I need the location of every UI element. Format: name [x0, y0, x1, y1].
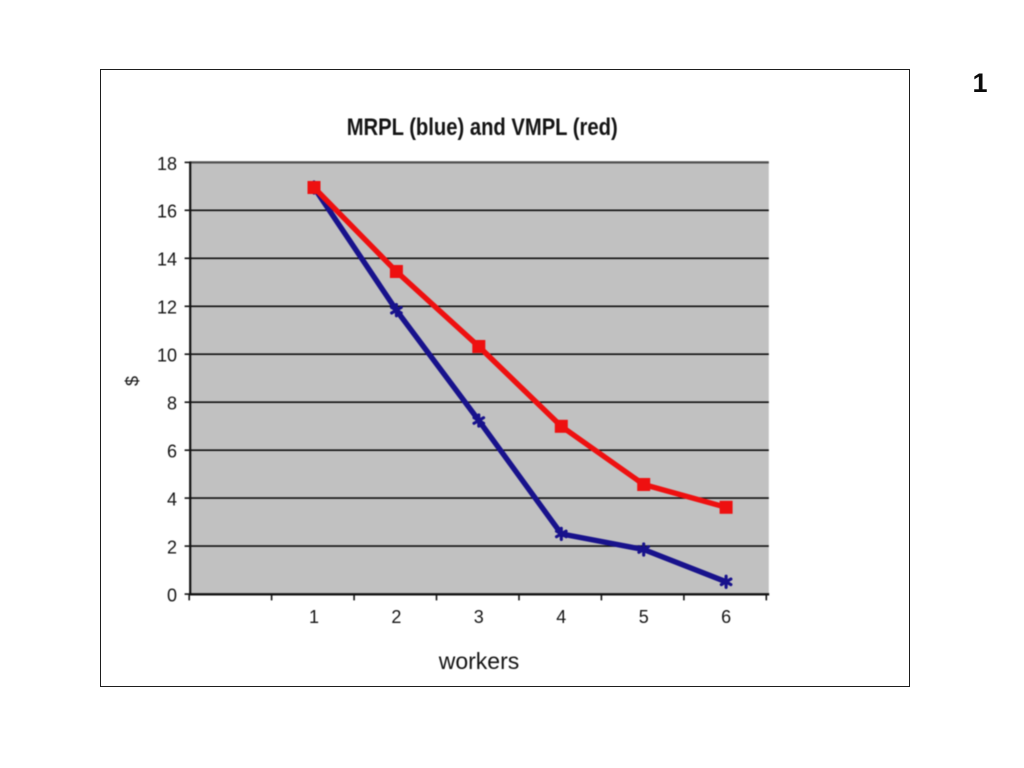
svg-text:14: 14 [157, 250, 177, 270]
svg-text:10: 10 [157, 346, 177, 366]
svg-text:18: 18 [157, 154, 177, 174]
svg-text:2: 2 [391, 607, 401, 627]
svg-text:0: 0 [167, 586, 177, 606]
svg-text:8: 8 [167, 394, 177, 414]
svg-text:16: 16 [157, 202, 177, 222]
svg-text:6: 6 [167, 442, 177, 462]
svg-text:3: 3 [474, 607, 484, 627]
svg-text:1: 1 [309, 607, 319, 627]
svg-text:5: 5 [639, 607, 649, 627]
svg-text:6: 6 [721, 607, 731, 627]
svg-text:12: 12 [157, 298, 177, 318]
svg-text:4: 4 [167, 490, 177, 510]
svg-text:MRPL (blue) and VMPL (red): MRPL (blue) and VMPL (red) [347, 114, 618, 141]
svg-text:$: $ [122, 376, 142, 386]
svg-text:4: 4 [556, 607, 566, 627]
svg-text:workers: workers [438, 648, 520, 674]
svg-text:2: 2 [167, 538, 177, 558]
